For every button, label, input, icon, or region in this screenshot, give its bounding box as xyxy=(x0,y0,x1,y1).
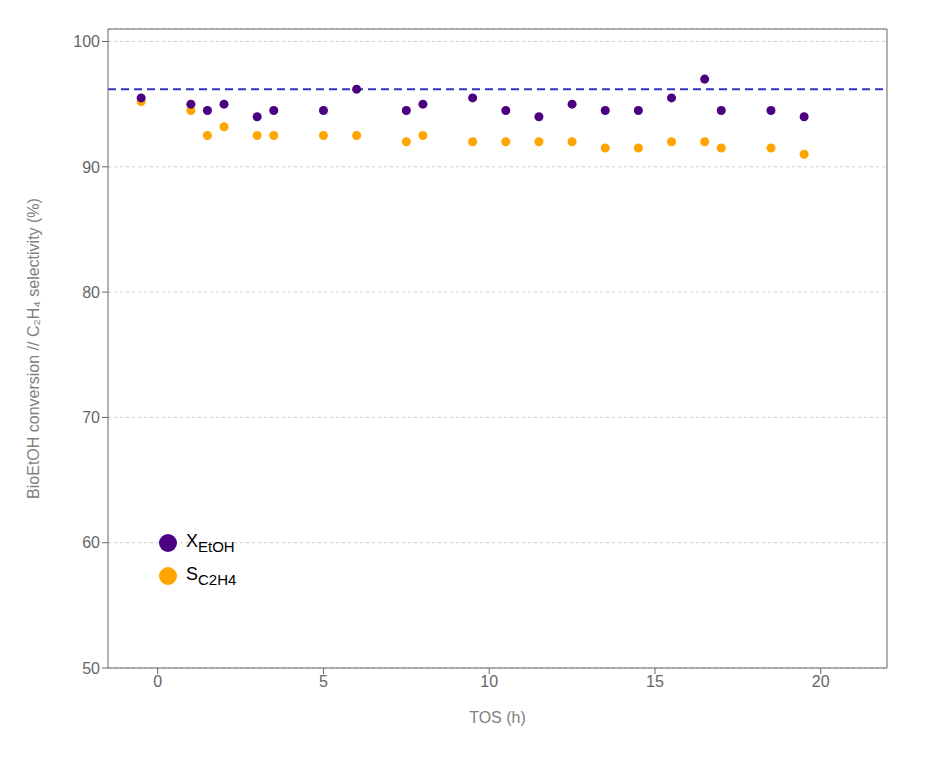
svg-text:5: 5 xyxy=(319,673,328,690)
svg-text:BioEtOH conversion // C₂H₄ sel: BioEtOH conversion // C₂H₄ selectivity (… xyxy=(25,198,42,499)
svg-text:80: 80 xyxy=(82,284,100,301)
svg-text:0: 0 xyxy=(153,673,162,690)
svg-text:10: 10 xyxy=(480,673,498,690)
html-text:SC2H4: SC2H4 xyxy=(186,564,237,588)
svg-text:TOS (h): TOS (h) xyxy=(469,709,526,726)
svg-text:20: 20 xyxy=(812,673,830,690)
svg-text:50: 50 xyxy=(82,660,100,677)
svg-text:70: 70 xyxy=(82,409,100,426)
html-text:XEtOH: XEtOH xyxy=(186,530,235,555)
svg-text:100: 100 xyxy=(73,33,100,50)
svg-text:15: 15 xyxy=(646,673,664,690)
svg-text:90: 90 xyxy=(82,159,100,176)
svg-text:60: 60 xyxy=(82,534,100,551)
